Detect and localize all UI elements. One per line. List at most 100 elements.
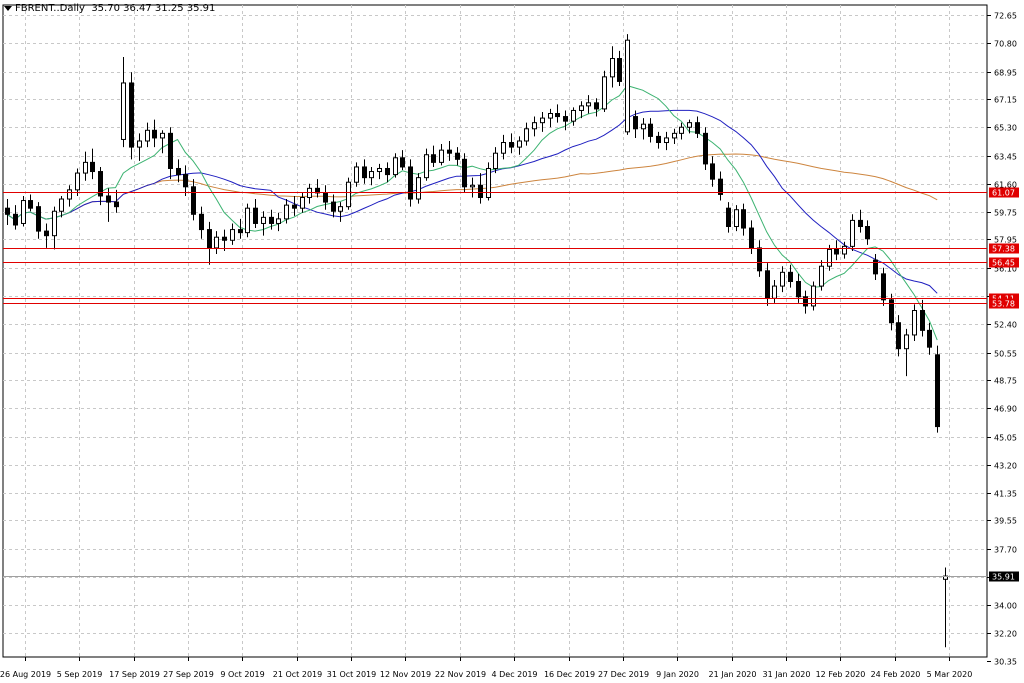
candle-up bbox=[679, 126, 684, 134]
candle-up bbox=[83, 161, 88, 174]
candle-up bbox=[261, 216, 266, 224]
candle-down bbox=[28, 200, 33, 209]
candle-down bbox=[563, 116, 568, 122]
level-label-bg bbox=[989, 257, 1019, 268]
candle-up bbox=[369, 171, 374, 179]
candle-down bbox=[331, 201, 336, 212]
y-tick-label: 65.30 bbox=[994, 124, 1017, 133]
y-tick-label: 68.95 bbox=[994, 69, 1017, 78]
candle-up bbox=[486, 167, 491, 198]
candle-up bbox=[145, 129, 150, 142]
candle-down bbox=[292, 204, 297, 209]
y-tick-label: 30.35 bbox=[994, 658, 1017, 667]
candle-down bbox=[199, 213, 204, 231]
x-tick-label: 12 Nov 2019 bbox=[380, 670, 431, 679]
current-price-bg bbox=[989, 571, 1019, 582]
candle-up bbox=[734, 209, 739, 228]
candle-down bbox=[191, 186, 196, 215]
candle-down bbox=[927, 329, 932, 348]
candle-down bbox=[873, 259, 878, 275]
x-tick-label: 5 Mar 2020 bbox=[927, 670, 973, 679]
candle-down bbox=[920, 310, 925, 331]
candle-down bbox=[703, 132, 708, 165]
x-tick-label: 24 Feb 2020 bbox=[871, 670, 921, 679]
candle-down bbox=[408, 166, 413, 200]
candle-up bbox=[300, 196, 305, 209]
candle-up bbox=[610, 58, 615, 78]
y-tick-label: 63.45 bbox=[994, 153, 1017, 162]
candle-up bbox=[377, 167, 382, 173]
candle-down bbox=[710, 163, 715, 180]
candle-down bbox=[447, 149, 452, 154]
y-tick-label: 34.00 bbox=[994, 602, 1017, 611]
candle-down bbox=[896, 322, 901, 350]
dropdown-arrow-icon[interactable] bbox=[4, 5, 12, 11]
candle-down bbox=[44, 230, 49, 237]
x-tick-label: 26 Aug 2019 bbox=[0, 670, 51, 679]
level-label-bg bbox=[989, 298, 1019, 309]
y-tick-label: 52.40 bbox=[994, 321, 1017, 330]
candle-up bbox=[811, 285, 816, 307]
plot-area bbox=[2, 4, 988, 658]
candle-up bbox=[67, 189, 72, 200]
candle-down bbox=[749, 227, 754, 249]
candle-down bbox=[788, 271, 793, 282]
candle-up bbox=[493, 152, 498, 169]
candle-up bbox=[579, 105, 584, 111]
y-tick-label: 50.55 bbox=[994, 350, 1017, 359]
candle-down bbox=[253, 207, 258, 224]
x-tick-label: 21 Jan 2020 bbox=[709, 670, 757, 679]
candle-up bbox=[160, 132, 165, 139]
y-tick-label: 59.75 bbox=[994, 209, 1017, 218]
candle-down bbox=[648, 123, 653, 137]
candle-down bbox=[385, 167, 390, 176]
x-tick-label: 21 Oct 2019 bbox=[273, 670, 322, 679]
candle-down bbox=[168, 132, 173, 169]
level-label-bg bbox=[989, 243, 1019, 254]
x-tick-label: 22 Nov 2019 bbox=[435, 670, 486, 679]
candle-down bbox=[555, 113, 560, 118]
y-tick-label: 32.20 bbox=[994, 630, 1017, 639]
candle-down bbox=[431, 154, 436, 163]
candle-down bbox=[106, 195, 111, 203]
candle-down bbox=[152, 129, 157, 139]
level-label: 56.45 bbox=[992, 259, 1015, 268]
candle-down bbox=[656, 135, 661, 144]
candle-down bbox=[796, 280, 801, 298]
candle-down bbox=[207, 229, 212, 249]
candle-up bbox=[501, 142, 506, 154]
candle-down bbox=[269, 216, 274, 224]
candle-up bbox=[439, 149, 444, 163]
candle-up bbox=[827, 248, 832, 267]
candle-up bbox=[850, 219, 855, 247]
candle-down bbox=[695, 122, 700, 134]
ohlc-values: 35.70 36.47 31.25 35.91 bbox=[91, 3, 216, 14]
candle-up bbox=[586, 102, 591, 107]
candle-up bbox=[59, 198, 64, 212]
y-tick-label: 46.90 bbox=[994, 405, 1017, 414]
candle-up bbox=[52, 210, 57, 237]
candle-up bbox=[687, 122, 692, 128]
candle-up bbox=[137, 140, 142, 148]
symbol-header[interactable]: FBRENT..Daily 35.70 36.47 31.25 35.91 bbox=[4, 3, 215, 14]
y-tick-label: 43.20 bbox=[994, 462, 1017, 471]
candle-up bbox=[346, 181, 351, 208]
candle-down bbox=[129, 82, 134, 148]
candle-down bbox=[400, 157, 405, 168]
candle-up bbox=[540, 117, 545, 124]
candle-up bbox=[912, 310, 917, 336]
x-tick-label: 16 Dec 2019 bbox=[544, 670, 595, 679]
x-tick-label: 27 Sep 2019 bbox=[163, 670, 214, 679]
ma-mid-line bbox=[6, 109, 938, 294]
x-tick-label: 27 Dec 2019 bbox=[598, 670, 649, 679]
candle-up bbox=[21, 200, 26, 224]
candle-up bbox=[571, 109, 576, 122]
candle-down bbox=[594, 102, 599, 110]
candle-up bbox=[424, 154, 429, 179]
candle-up bbox=[470, 184, 475, 188]
candle-down bbox=[509, 142, 514, 148]
candle-up bbox=[819, 265, 824, 287]
y-tick-label: 67.15 bbox=[994, 96, 1017, 105]
